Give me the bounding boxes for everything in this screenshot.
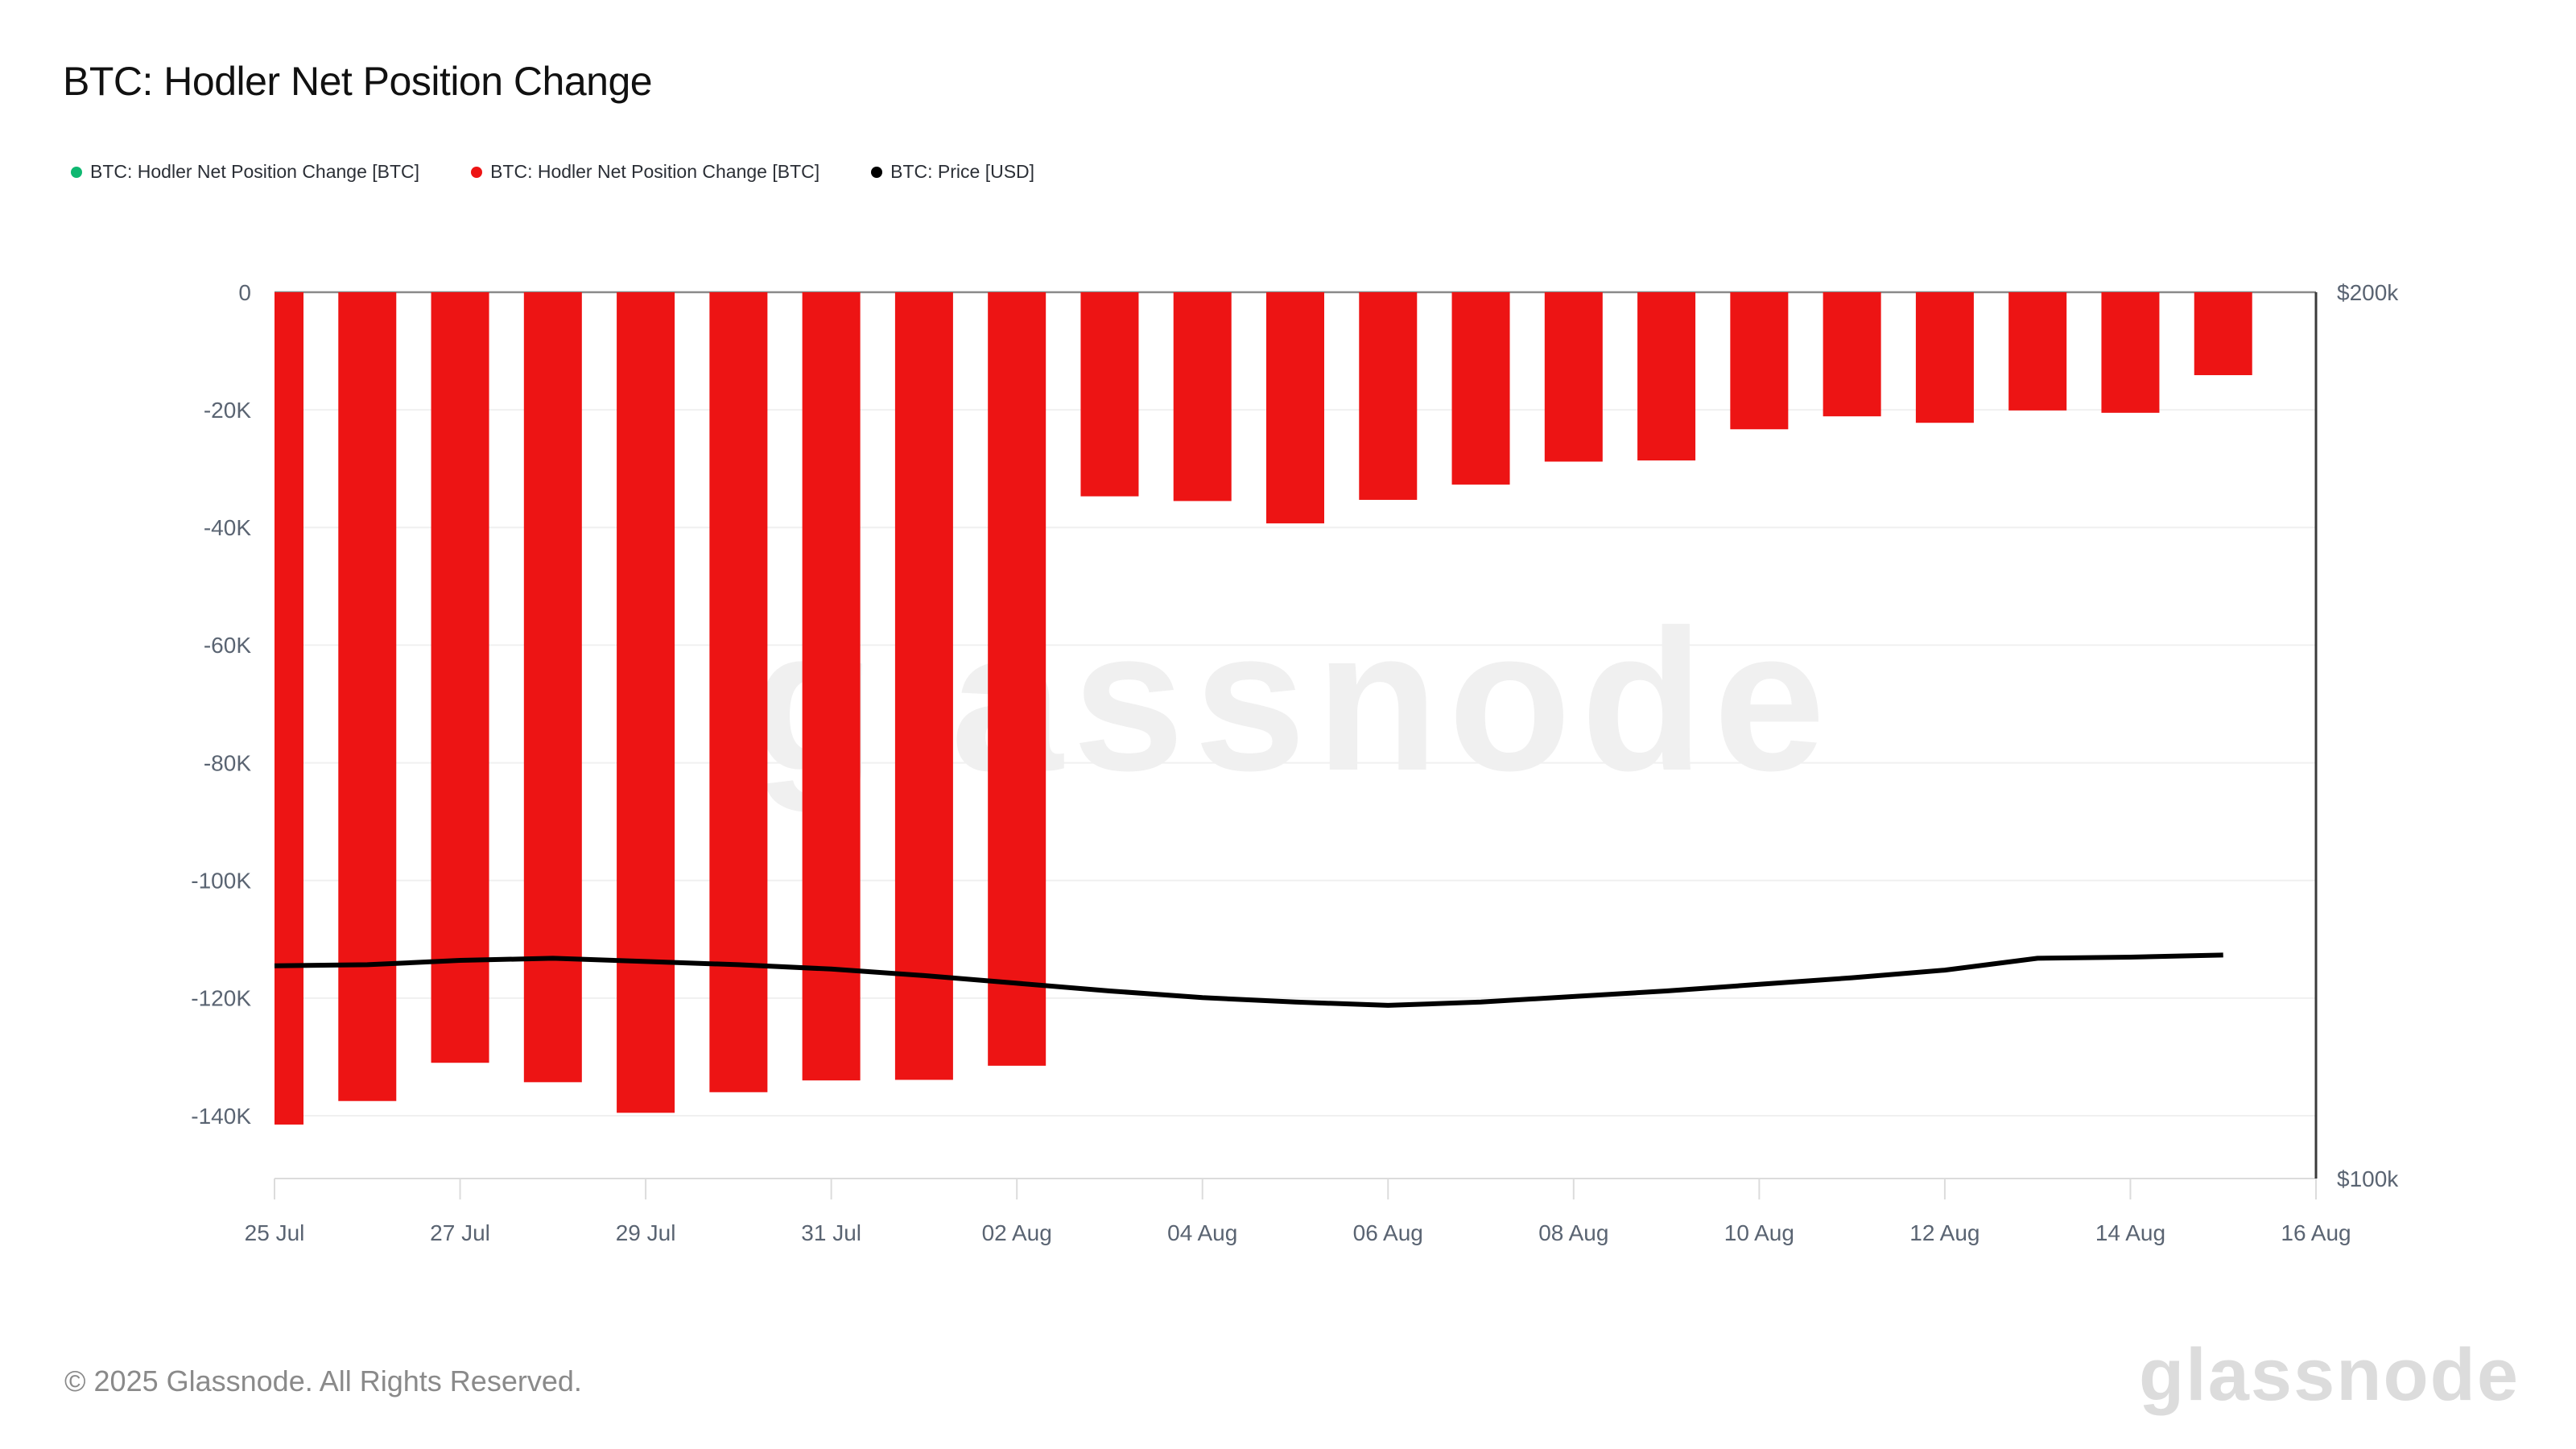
hodler-bar-12-aug[interactable]: [1915, 292, 1974, 423]
y-axis-left-tick-label: -40K: [204, 515, 251, 540]
hodler-bar-26-jul[interactable]: [338, 292, 397, 1101]
hodler-bar-05-aug[interactable]: [1266, 292, 1324, 524]
x-axis-tick-label: 08 Aug: [1538, 1220, 1608, 1245]
hodler-bar-11-aug[interactable]: [1823, 292, 1881, 417]
hodler-bar-10-aug[interactable]: [1730, 292, 1789, 430]
legend-dot-red-icon: [471, 166, 483, 178]
x-axis-tick-label: 27 Jul: [430, 1220, 490, 1245]
y-axis-left-tick-label: -100K: [191, 869, 251, 894]
y-axis-right-tick-label: $100k: [2337, 1166, 2399, 1191]
page-title: BTC: Hodler Net Position Change: [63, 59, 653, 104]
x-axis-tick-label: 02 Aug: [982, 1220, 1052, 1245]
y-axis-left-tick-label: -60K: [204, 633, 251, 658]
legend-item-price[interactable]: BTC: Price [USD]: [871, 161, 1034, 183]
x-axis-tick-label: 16 Aug: [2281, 1220, 2351, 1245]
hodler-bar-02-aug[interactable]: [988, 292, 1046, 1066]
y-axis-left-tick-label: -20K: [204, 398, 251, 423]
y-axis-left-tick-label: 0: [238, 280, 251, 305]
hodler-bar-09-aug[interactable]: [1637, 292, 1696, 460]
x-axis-tick-label: 29 Jul: [616, 1220, 676, 1245]
y-axis-right-tick-label: $200k: [2337, 280, 2399, 305]
legend-dot-black-icon: [871, 166, 883, 178]
x-axis-tick-label: 31 Jul: [801, 1220, 861, 1245]
legend-item-hodler-negative[interactable]: BTC: Hodler Net Position Change [BTC]: [471, 161, 819, 183]
y-axis-left-tick-label: -140K: [191, 1104, 251, 1129]
legend-dot-green-icon: [71, 166, 82, 178]
hodler-bar-14-aug[interactable]: [2101, 292, 2160, 413]
x-axis-tick-label: 25 Jul: [245, 1220, 305, 1245]
glassnode-logo: glassnode: [2138, 1334, 2520, 1416]
copyright-text: © 2025 Glassnode. All Rights Reserved.: [64, 1364, 582, 1397]
legend-item-hodler-positive[interactable]: BTC: Hodler Net Position Change [BTC]: [71, 161, 419, 183]
hodler-bar-07-aug[interactable]: [1451, 292, 1510, 485]
y-axis-left-tick-label: -120K: [191, 986, 251, 1011]
y-axis-left-tick-label: -80K: [204, 750, 251, 775]
hodler-bar-30-jul[interactable]: [709, 292, 768, 1092]
hodler-bar-28-jul[interactable]: [523, 292, 582, 1083]
hodler-bar-03-aug[interactable]: [1080, 292, 1139, 497]
hodler-bar-06-aug[interactable]: [1359, 292, 1418, 500]
legend-label: BTC: Price [USD]: [890, 161, 1035, 182]
hodler-bar-08-aug[interactable]: [1544, 292, 1603, 462]
hodler-bar-31-jul[interactable]: [802, 292, 861, 1081]
hodler-bar-25-jul[interactable]: [246, 292, 303, 1125]
legend-label: BTC: Hodler Net Position Change [BTC]: [90, 161, 420, 182]
hodler-bar-04-aug[interactable]: [1173, 292, 1232, 502]
x-axis-tick-label: 10 Aug: [1724, 1220, 1794, 1245]
x-axis-tick-label: 14 Aug: [2095, 1220, 2165, 1245]
legend: BTC: Hodler Net Position Change [BTC] BT…: [71, 161, 1086, 183]
hodler-bar-15-aug[interactable]: [2194, 292, 2252, 376]
x-axis-tick-label: 06 Aug: [1353, 1220, 1423, 1245]
x-axis-tick-label: 04 Aug: [1167, 1220, 1237, 1245]
hodler-bar-13-aug[interactable]: [2008, 292, 2067, 411]
hodler-bar-29-jul[interactable]: [617, 292, 675, 1113]
hodler-bar-27-jul[interactable]: [431, 292, 489, 1063]
x-axis-tick-label: 12 Aug: [1909, 1220, 1979, 1245]
btc-price-line[interactable]: [274, 952, 2223, 1008]
legend-label: BTC: Hodler Net Position Change [BTC]: [490, 161, 820, 182]
hodler-bar-01-aug[interactable]: [894, 292, 953, 1080]
